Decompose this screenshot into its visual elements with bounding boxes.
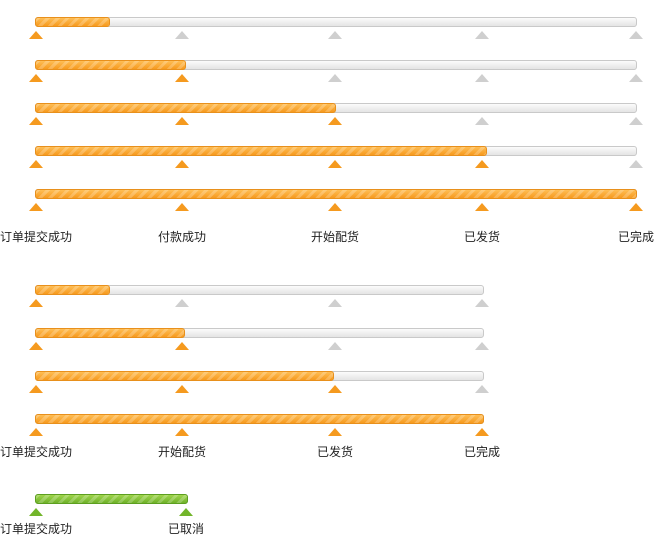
step-marker-icon [328,117,342,125]
step-marker-icon [175,160,189,168]
step-marker-icon [328,342,342,350]
step-label: 已完成 [463,445,500,459]
step-label: 付款成功 [157,230,206,244]
progress-track [35,414,484,424]
progress-fill [35,60,186,70]
step-label: 开始配货 [310,230,359,244]
step-label: 已完成 [617,230,654,244]
progress-fill [35,414,484,424]
step-marker-icon [475,203,489,211]
step-marker-icon [29,508,43,516]
step-marker-icon [29,342,43,350]
step-marker-icon [475,31,489,39]
step-marker-icon [175,299,189,307]
progress-track [35,60,637,70]
step-marker-icon [29,117,43,125]
step-label: 已取消 [167,522,204,536]
step-marker-icon [328,160,342,168]
step-marker-icon [629,203,643,211]
step-marker-icon [29,31,43,39]
step-marker-icon [475,160,489,168]
progress-fill [35,146,487,156]
step-label: 订单提交成功 [0,445,73,459]
progress-fill [35,328,185,338]
progress-fill [35,103,336,113]
step-marker-icon [175,342,189,350]
step-marker-icon [175,117,189,125]
progress-track [35,371,484,381]
step-marker-icon [29,299,43,307]
step-label: 已发货 [463,230,500,244]
step-marker-icon [475,299,489,307]
step-marker-icon [629,160,643,168]
step-marker-icon [29,160,43,168]
progress-track [35,494,188,504]
progress-track [35,285,484,295]
step-label: 订单提交成功 [0,230,73,244]
step-marker-icon [629,74,643,82]
step-marker-icon [328,31,342,39]
step-marker-icon [328,299,342,307]
progress-track [35,146,637,156]
step-marker-icon [629,117,643,125]
step-marker-icon [475,74,489,82]
step-marker-icon [328,203,342,211]
step-marker-icon [328,74,342,82]
step-marker-icon [179,508,193,516]
step-label: 已发货 [316,445,353,459]
step-marker-icon [328,428,342,436]
step-marker-icon [629,31,643,39]
step-label: 订单提交成功 [0,522,73,536]
progress-track [35,103,637,113]
step-marker-icon [29,428,43,436]
progress-track [35,189,637,199]
progress-fill [35,285,110,295]
step-marker-icon [175,74,189,82]
step-marker-icon [175,428,189,436]
step-marker-icon [475,385,489,393]
progress-fill [35,17,111,27]
step-marker-icon [29,74,43,82]
step-marker-icon [475,117,489,125]
step-marker-icon [29,385,43,393]
progress-fill [35,189,637,199]
progress-track [35,17,637,27]
progress-fill [35,371,335,381]
step-marker-icon [175,203,189,211]
step-marker-icon [328,385,342,393]
step-marker-icon [175,385,189,393]
step-marker-icon [175,31,189,39]
progress-track [35,328,484,338]
step-marker-icon [475,428,489,436]
step-label: 开始配货 [157,445,206,459]
step-marker-icon [29,203,43,211]
step-marker-icon [475,342,489,350]
progress-fill [35,494,188,504]
